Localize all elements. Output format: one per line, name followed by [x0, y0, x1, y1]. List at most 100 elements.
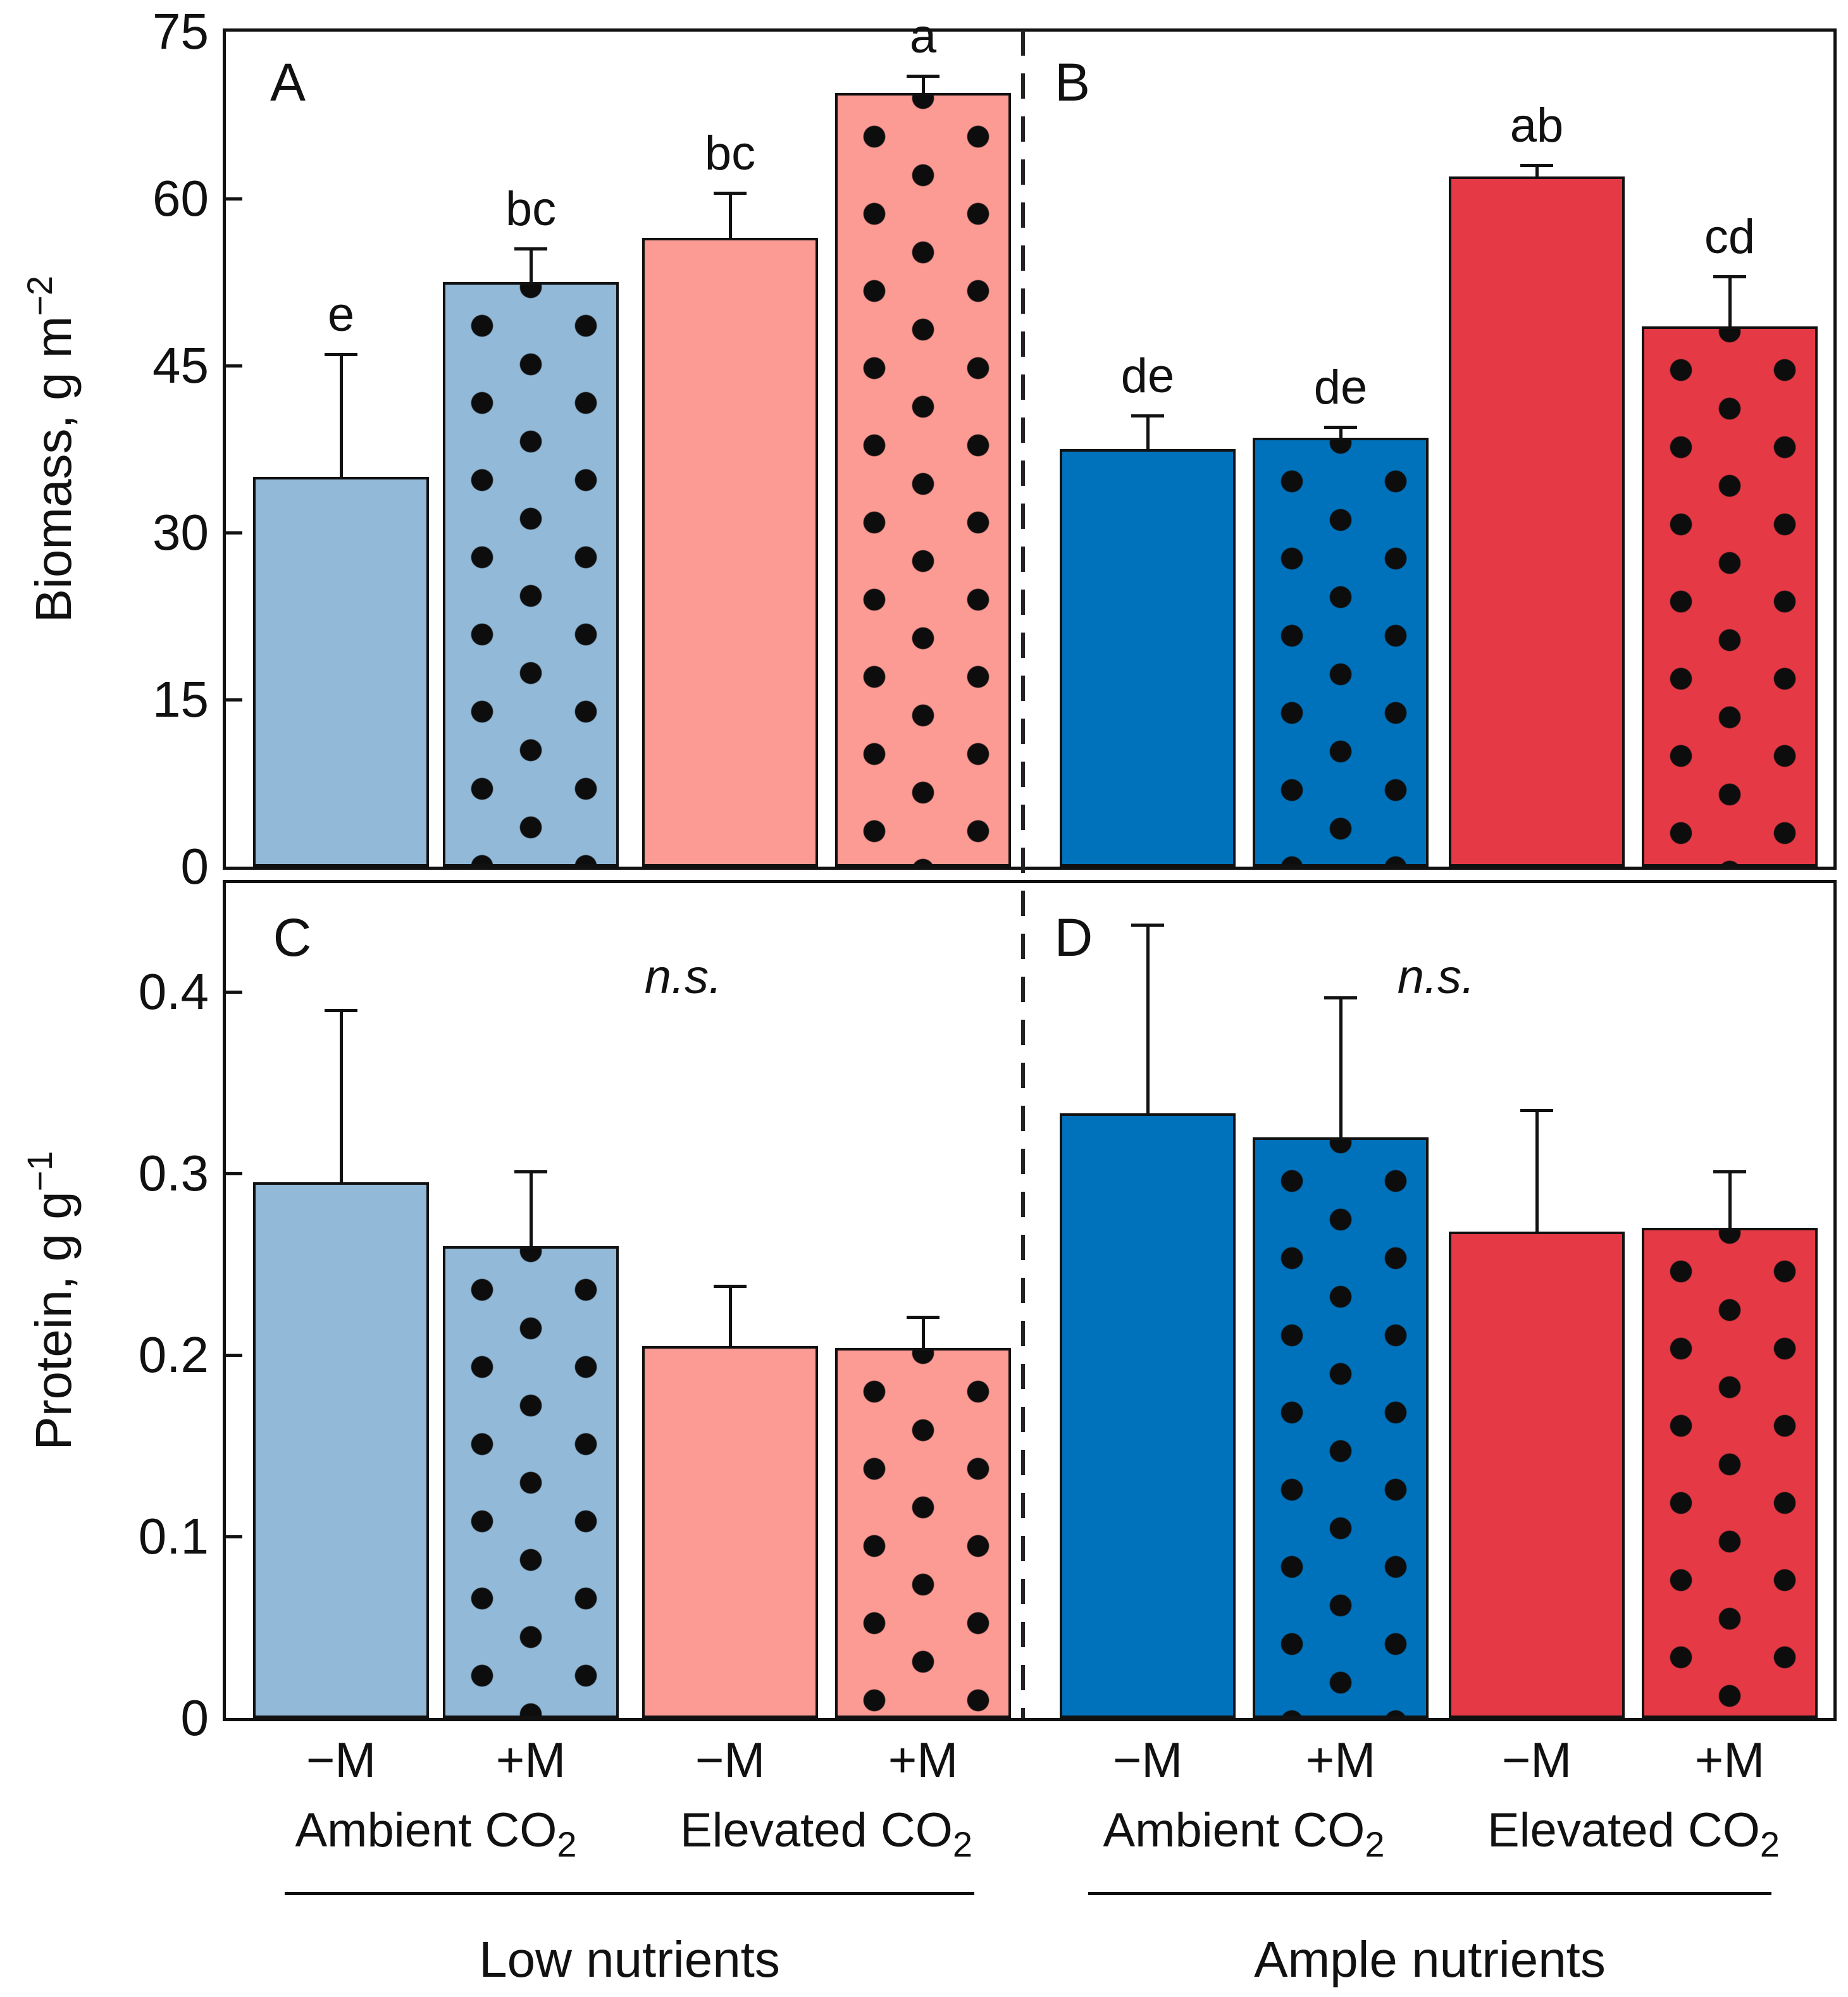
error-bar-cap-B-1 [1131, 414, 1164, 418]
bar-A-3 [642, 237, 818, 867]
y-axis-tick-top-60 [226, 197, 242, 201]
bar-A-4 [835, 92, 1011, 867]
bar-A-2 [443, 282, 619, 867]
y-axis-tick-label-top-15: 15 [152, 671, 209, 727]
error-bar-line-D-2 [1339, 997, 1343, 1137]
significance-letter-B-1: de [1120, 349, 1175, 404]
significance-letter-A-1: e [327, 288, 355, 342]
co2-group-label-text: Ambient CO [1103, 1803, 1365, 1857]
not-significant-label-D: n.s. [1397, 950, 1475, 1004]
bar-D-1 [1060, 1113, 1236, 1718]
co2-group-label-text: Ambient CO [295, 1803, 557, 1857]
x-tick-label-3: −M [695, 1732, 766, 1788]
y-axis-title-biomass-exponent: −2 [20, 275, 59, 316]
error-bar-cap-C-1 [325, 1008, 357, 1012]
co2-group-label-4: Elevated CO2 [1487, 1807, 1780, 1862]
y-axis-tick-label-top-0: 0 [180, 838, 209, 894]
bar-D-4 [1642, 1228, 1818, 1718]
panel-letter-C: C [273, 908, 312, 967]
bar-B-1 [1060, 449, 1236, 867]
panel-letter-B: B [1054, 53, 1091, 112]
x-tick-label-1: −M [306, 1732, 376, 1788]
error-bar-cap-D-3 [1520, 1108, 1553, 1112]
co2-group-label-subscript: 2 [1365, 1824, 1385, 1864]
error-bar-line-A-3 [728, 193, 732, 238]
x-tick-label-8: +M [1694, 1732, 1765, 1788]
bar-B-2 [1253, 438, 1429, 867]
y-axis-tick-bottom-0.1 [226, 1535, 242, 1539]
error-bar-line-C-1 [339, 1010, 343, 1183]
y-axis-tick-label-bottom-0.2: 0.2 [138, 1326, 209, 1383]
y-axis-title-protein-text: Protein, g g [25, 1191, 82, 1450]
error-bar-line-B-3 [1535, 165, 1539, 176]
error-bar-line-D-4 [1728, 1172, 1732, 1228]
bar-C-4 [835, 1347, 1011, 1718]
co2-group-label-subscript: 2 [557, 1824, 577, 1864]
group-underline-low-nutrients [285, 1892, 974, 1895]
error-bar-cap-B-4 [1713, 275, 1746, 279]
co2-group-label-text: Elevated CO [679, 1803, 953, 1857]
y-axis-tick-label-bottom-0.1: 0.1 [138, 1508, 209, 1565]
error-bar-cap-A-3 [714, 192, 747, 195]
panel-letter-A: A [270, 53, 306, 112]
significance-letter-B-4: cd [1704, 210, 1756, 264]
error-bar-cap-C-4 [907, 1315, 940, 1319]
y-axis-tick-label-bottom-0.4: 0.4 [138, 963, 209, 1020]
y-axis-title-biomass: Biomass, g m−2 [20, 275, 82, 622]
y-axis-tick-bottom-0.4 [226, 991, 242, 994]
error-bar-line-C-3 [728, 1286, 732, 1346]
y-axis-tick-bottom-0.3 [226, 1172, 242, 1176]
group-underline-ample-nutrients [1088, 1892, 1771, 1895]
y-axis-tick-label-top-45: 45 [152, 337, 209, 393]
error-bar-cap-A-2 [514, 247, 547, 251]
error-bar-line-B-1 [1146, 416, 1150, 449]
co2-group-label-2: Elevated CO2 [680, 1807, 972, 1862]
significance-letter-A-4: a [909, 9, 937, 64]
error-bar-cap-C-2 [514, 1170, 547, 1174]
error-bar-line-D-1 [1146, 925, 1150, 1114]
co2-group-label-text: Elevated CO [1487, 1803, 1760, 1857]
error-bar-cap-A-1 [325, 353, 357, 357]
y-axis-tick-label-bottom-0.3: 0.3 [138, 1145, 209, 1202]
y-axis-tick-label-top-75: 75 [152, 3, 209, 59]
significance-letter-A-3: bc [704, 127, 756, 181]
significance-letter-B-2: de [1313, 360, 1368, 414]
x-tick-label-5: −M [1112, 1732, 1183, 1788]
error-bar-cap-B-2 [1324, 425, 1357, 429]
error-bar-line-A-2 [529, 249, 533, 282]
error-bar-cap-D-2 [1324, 996, 1357, 999]
bar-C-1 [253, 1182, 429, 1718]
panel-letter-D: D [1054, 908, 1093, 967]
bar-A-1 [253, 477, 429, 867]
co2-group-label-subscript: 2 [952, 1824, 973, 1864]
panel-divider-dashed-line [1021, 30, 1025, 1718]
error-bar-line-B-2 [1339, 426, 1343, 438]
error-bar-line-A-1 [339, 354, 343, 477]
co2-group-label-1: Ambient CO2 [295, 1807, 576, 1862]
bar-B-3 [1449, 176, 1625, 867]
error-bar-cap-C-3 [714, 1285, 747, 1289]
y-axis-tick-top-45 [226, 364, 242, 368]
group-label-ample-nutrients: Ample nutrients [1254, 1931, 1606, 1988]
error-bar-line-A-4 [921, 76, 925, 93]
bar-C-3 [642, 1345, 818, 1718]
bar-B-4 [1642, 326, 1818, 867]
co2-group-label-3: Ambient CO2 [1103, 1807, 1384, 1862]
y-axis-tick-label-top-30: 30 [152, 504, 209, 560]
error-bar-line-C-4 [921, 1316, 925, 1348]
error-bar-line-B-4 [1728, 276, 1732, 327]
not-significant-label-C: n.s. [644, 950, 722, 1004]
x-tick-label-6: +M [1305, 1732, 1376, 1788]
bar-C-2 [443, 1246, 619, 1718]
error-bar-cap-D-4 [1713, 1170, 1746, 1174]
y-axis-tick-bottom-0.2 [226, 1354, 242, 1357]
group-label-low-nutrients: Low nutrients [479, 1931, 780, 1988]
x-tick-label-7: −M [1501, 1732, 1572, 1788]
error-bar-line-D-3 [1535, 1110, 1539, 1232]
x-tick-label-4: +M [888, 1732, 958, 1788]
y-axis-tick-label-bottom-0: 0 [180, 1690, 209, 1746]
error-bar-cap-B-3 [1520, 164, 1553, 168]
